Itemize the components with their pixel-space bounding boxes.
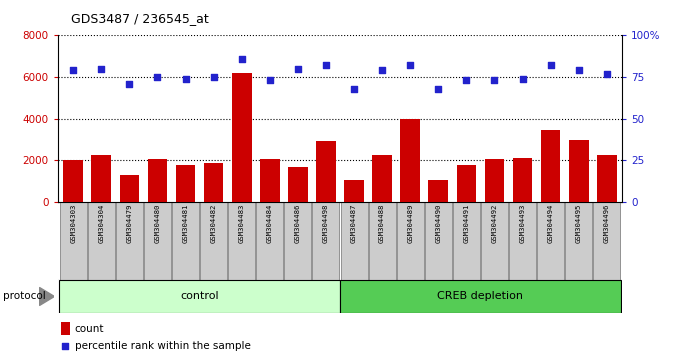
Bar [200,202,227,280]
Point [517,76,528,81]
Point [433,86,444,91]
Point [96,66,107,72]
Bar [175,165,195,202]
Bar [172,202,199,280]
Text: GSM304489: GSM304489 [407,204,413,244]
Bar [425,202,452,280]
Bar [513,158,532,202]
Point [601,71,612,76]
Bar [144,202,171,280]
Text: GSM304303: GSM304303 [70,204,76,244]
Text: count: count [75,324,104,333]
Bar [537,202,564,280]
Point [405,63,415,68]
Bar [485,159,505,202]
Text: GSM304486: GSM304486 [295,204,301,244]
Bar [148,159,167,202]
Text: CREB depletion: CREB depletion [437,291,524,302]
Point [152,74,163,80]
Text: percentile rank within the sample: percentile rank within the sample [75,341,251,351]
Point [68,68,79,73]
Bar [260,159,279,202]
Bar [204,163,224,202]
Text: GSM304483: GSM304483 [239,204,245,244]
Bar [428,180,448,202]
Bar [369,202,396,280]
Text: GSM304488: GSM304488 [379,204,385,244]
Bar [456,165,476,202]
Text: control: control [180,291,219,302]
Text: protocol: protocol [3,291,46,302]
Point [377,68,388,73]
Text: GSM304482: GSM304482 [211,204,217,244]
Text: GSM304480: GSM304480 [154,204,160,244]
Point [292,66,303,72]
Bar [372,155,392,202]
Bar [288,167,308,202]
Point [236,56,247,62]
Point [320,63,331,68]
Bar [59,280,340,313]
Text: GSM304491: GSM304491 [463,204,469,244]
Text: GSM304479: GSM304479 [126,204,133,244]
Bar [541,130,560,202]
Text: GSM304304: GSM304304 [99,204,104,244]
Bar [316,142,336,202]
Bar [61,322,70,335]
Point [573,68,584,73]
Bar [284,202,311,280]
Text: GSM304493: GSM304493 [520,204,526,244]
Text: GSM304484: GSM304484 [267,204,273,244]
Point [349,86,360,91]
Point [208,74,219,80]
Point [290,263,301,268]
Point [180,76,191,81]
Point [545,63,556,68]
Text: GSM304495: GSM304495 [576,204,581,244]
Bar [88,202,115,280]
Polygon shape [39,287,54,306]
Bar [569,141,588,202]
Point [124,81,135,86]
Bar [232,73,252,202]
Bar [340,280,621,313]
Bar [116,202,143,280]
Bar [63,160,83,202]
Bar [401,119,420,202]
Bar [565,202,592,280]
Text: GSM304494: GSM304494 [547,204,554,244]
Bar [509,202,536,280]
Bar [256,202,284,280]
Bar [481,202,508,280]
Bar [341,202,367,280]
Text: GDS3487 / 236545_at: GDS3487 / 236545_at [71,12,209,25]
Bar [313,202,339,280]
Point [489,78,500,83]
Bar [453,202,480,280]
Bar [593,202,620,280]
Bar [60,202,87,280]
Text: GSM304496: GSM304496 [604,204,610,244]
Text: GSM304490: GSM304490 [435,204,441,244]
Text: GSM304492: GSM304492 [492,204,498,244]
Bar [344,180,364,202]
Bar [92,155,111,202]
Text: GSM304498: GSM304498 [323,204,329,244]
Text: GSM304487: GSM304487 [351,204,357,244]
Text: GSM304481: GSM304481 [182,204,188,244]
Bar [228,202,255,280]
Bar [120,175,139,202]
Point [265,78,275,83]
Bar [597,155,617,202]
Point [461,78,472,83]
Bar [396,202,424,280]
